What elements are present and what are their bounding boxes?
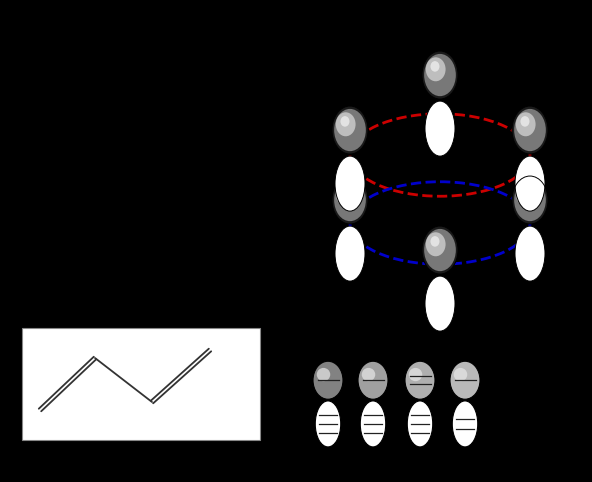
Ellipse shape (422, 226, 458, 274)
Ellipse shape (422, 51, 458, 99)
Ellipse shape (340, 186, 349, 197)
Ellipse shape (335, 156, 365, 211)
Ellipse shape (424, 229, 456, 271)
Ellipse shape (334, 179, 366, 221)
Ellipse shape (453, 368, 467, 381)
Ellipse shape (452, 401, 478, 447)
Ellipse shape (520, 186, 529, 197)
Ellipse shape (520, 116, 529, 127)
Ellipse shape (340, 116, 349, 127)
Ellipse shape (361, 401, 386, 447)
Ellipse shape (405, 361, 435, 399)
Ellipse shape (514, 179, 546, 221)
Ellipse shape (334, 109, 366, 151)
Ellipse shape (450, 361, 480, 399)
Ellipse shape (408, 368, 422, 381)
Ellipse shape (313, 361, 343, 399)
Ellipse shape (317, 368, 330, 381)
Ellipse shape (515, 226, 545, 281)
Ellipse shape (424, 54, 456, 96)
Ellipse shape (430, 61, 439, 72)
Ellipse shape (516, 112, 536, 136)
Ellipse shape (426, 232, 446, 256)
Ellipse shape (425, 101, 455, 156)
Ellipse shape (425, 276, 455, 331)
Ellipse shape (512, 176, 548, 224)
Ellipse shape (316, 401, 341, 447)
Ellipse shape (336, 112, 356, 136)
Ellipse shape (362, 368, 375, 381)
Bar (22, 328, 260, 440)
Ellipse shape (516, 182, 536, 206)
Ellipse shape (332, 106, 368, 154)
Ellipse shape (515, 156, 545, 211)
Ellipse shape (336, 182, 356, 206)
Ellipse shape (426, 57, 446, 81)
Ellipse shape (407, 401, 433, 447)
Ellipse shape (512, 106, 548, 154)
Ellipse shape (332, 176, 368, 224)
Ellipse shape (335, 226, 365, 281)
Ellipse shape (430, 236, 439, 247)
Ellipse shape (514, 109, 546, 151)
Ellipse shape (358, 361, 388, 399)
